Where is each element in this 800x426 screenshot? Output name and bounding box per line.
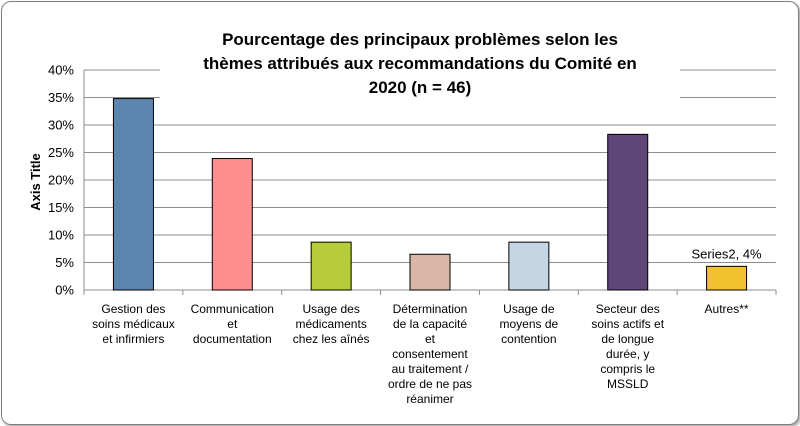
x-category-label-line: soins médicaux — [92, 317, 175, 331]
x-category-label: Autres** — [705, 302, 749, 316]
bar — [310, 241, 352, 291]
y-tick-labels: 0% 5% 10% 15% 20% 25% 30% 35% 40% — [48, 63, 74, 298]
x-category-label-line: documentation — [193, 332, 272, 346]
y-tick-label: 40% — [48, 63, 74, 78]
x-category-label-line: et infirmiers — [102, 332, 164, 346]
x-category-label-line: contention — [501, 332, 556, 346]
x-category-label-line: au traitement / — [392, 362, 469, 376]
bar — [607, 133, 649, 291]
x-category-label-line: Secteur des — [596, 302, 660, 316]
bar — [211, 158, 253, 291]
chart-title-line: Pourcentage des principaux problèmes sel… — [222, 30, 618, 49]
x-category-label-line: ordre de ne pas — [388, 377, 472, 391]
x-category-label: Détermination de la capacité et consentemen… — [388, 302, 472, 406]
x-category-label-line: et — [425, 332, 436, 346]
y-tick-label: 15% — [48, 200, 74, 215]
x-category-label-line: réanimer — [406, 392, 453, 406]
x-category-label: Gestion des soins médicaux et infirmiers — [92, 302, 175, 346]
x-category-label-line: et — [227, 317, 238, 331]
x-category-label: Secteur des soins actifs et de longue durée… — [591, 302, 664, 391]
axes — [83, 70, 777, 295]
bar — [409, 253, 451, 291]
x-category-label-line: soins actifs et — [591, 317, 664, 331]
bar — [706, 265, 748, 291]
data-label: Series2, 4% — [692, 246, 763, 261]
bar — [112, 98, 154, 291]
x-category-label-line: Communication — [191, 302, 274, 316]
x-category-label-line: de longue — [601, 332, 654, 346]
x-category-label-line: chez les aînés — [293, 332, 370, 346]
x-category-label: Usage de moyens de contention — [500, 302, 559, 346]
x-category-label-line: moyens de — [500, 317, 559, 331]
x-category-label-line: MSSLD — [607, 377, 649, 391]
x-category-label-line: Usage des — [302, 302, 359, 316]
chart-title-line: thèmes attribués aux recommandations du … — [203, 54, 637, 73]
x-category-label: Communication et documentation — [191, 302, 274, 346]
chart-title-line: 2020 (n = 46) — [369, 78, 472, 97]
x-category-label-line: de la capacité — [393, 317, 467, 331]
y-tick-label: 35% — [48, 90, 74, 105]
x-category-label-line: consentement — [392, 347, 468, 361]
x-category-label-line: Gestion des — [101, 302, 165, 316]
x-category-label-line: durée, y — [606, 347, 649, 361]
x-category-label: Usage des médicaments chez les aînés — [293, 302, 370, 346]
y-tick-label: 5% — [55, 255, 74, 270]
y-tick-label: 30% — [48, 118, 74, 133]
y-tick-label: 10% — [48, 228, 74, 243]
y-tick-label: 0% — [55, 283, 74, 298]
title-background — [160, 22, 680, 100]
x-category-label-line: Détermination — [393, 302, 468, 316]
y-tick-label: 20% — [48, 173, 74, 188]
bar — [508, 241, 550, 291]
x-category-label-line: compris le — [600, 362, 655, 376]
x-category-label-line: Autres** — [705, 302, 749, 316]
x-category-labels: Gestion des soins médicaux et infirmiers Co… — [92, 302, 749, 406]
x-category-label-line: médicaments — [295, 317, 366, 331]
x-category-label-line: Usage de — [503, 302, 555, 316]
bars — [112, 98, 748, 291]
y-tick-label: 25% — [48, 145, 74, 160]
y-axis-title: Axis Title — [28, 153, 43, 211]
chart-title-box: Pourcentage des principaux problèmes sel… — [160, 22, 680, 100]
